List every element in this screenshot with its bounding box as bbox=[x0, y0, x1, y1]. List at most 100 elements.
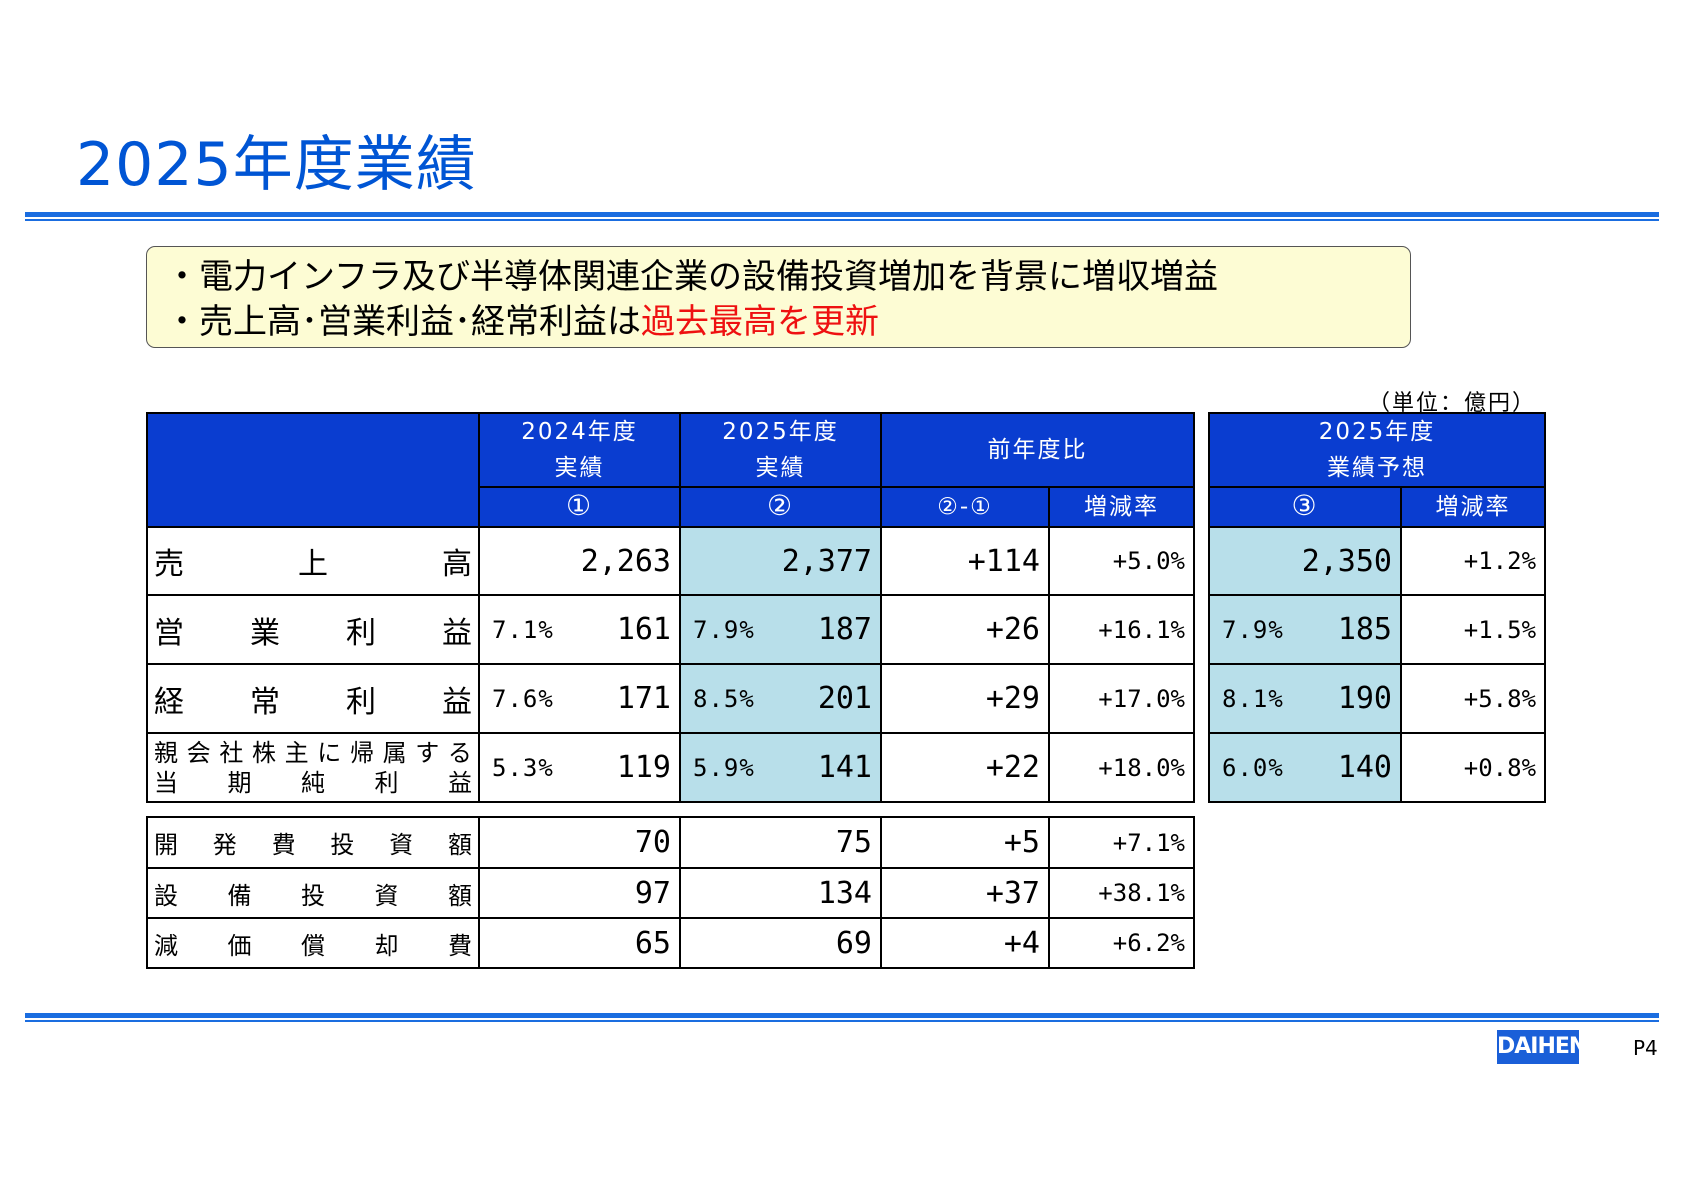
row-label-char: 益 bbox=[442, 684, 472, 720]
row-label-ordinary-profit: 経常利益 bbox=[146, 663, 480, 734]
table-row: 7.9% 185 +1.5% bbox=[1208, 594, 1547, 665]
summary-line-1: ・電力インフラ及び半導体関連企業の設備投資増加を背景に増収増益 bbox=[165, 257, 1218, 297]
amount-value: 190 bbox=[1337, 681, 1392, 716]
margin-value: 7.1% bbox=[492, 615, 554, 644]
row-label-char: 高 bbox=[442, 547, 472, 582]
cell-diff: +22 bbox=[880, 732, 1050, 803]
mark-1: ① bbox=[565, 489, 594, 522]
table-row: 6.0% 140 +0.8% bbox=[1208, 732, 1547, 803]
header-yoy-diff: ②-① bbox=[880, 486, 1050, 528]
title-divider-thin bbox=[25, 219, 1659, 221]
cell-forecast-rate: +0.8% bbox=[1399, 732, 1547, 803]
margin-value: 5.3% bbox=[492, 753, 554, 782]
margin-value: 5.9% bbox=[693, 753, 755, 782]
margin-value: 7.9% bbox=[693, 615, 755, 644]
table-row: 設 備 投 資 額 97 134 +37 +38.1% bbox=[146, 867, 1195, 919]
cell-rate: +17.0% bbox=[1048, 663, 1195, 734]
header-fy2025: 2025年度 実績 bbox=[679, 412, 882, 488]
row-label-char: 額 bbox=[447, 831, 472, 859]
forecast-table: 2025年度 業績予想 ③ 増減率 2,350 +1.2% 7.9% 185 +1.… bbox=[1207, 412, 1547, 803]
page-title: 2025年度業績 bbox=[76, 130, 477, 200]
header-fy2025-mark: ② bbox=[679, 487, 882, 528]
cell-forecast-rate: +1.2% bbox=[1399, 526, 1547, 596]
row-label-char: 上 bbox=[298, 547, 328, 582]
footer-divider-thin bbox=[25, 1020, 1659, 1022]
margin-value: 7.6% bbox=[492, 684, 554, 713]
row-label-char: 会 bbox=[186, 738, 211, 767]
cell-forecast: 2,350 bbox=[1208, 526, 1402, 596]
cell-fy2025: 75 bbox=[679, 816, 882, 869]
cell-fy2024: 97 bbox=[478, 867, 681, 919]
row-label-char: 主 bbox=[284, 738, 309, 767]
cell-diff: +26 bbox=[880, 594, 1050, 665]
table-row: 開 発 費 投 資 額 70 75 +5 +7.1% bbox=[146, 816, 1195, 869]
cell-rate: +18.0% bbox=[1048, 732, 1195, 803]
cell-forecast: 6.0% 140 bbox=[1208, 732, 1402, 803]
cell-fy2024: 65 bbox=[478, 917, 681, 969]
row-label-char: 利 bbox=[346, 684, 376, 720]
cell-diff: +37 bbox=[880, 867, 1050, 919]
row-label-char: 開 bbox=[154, 831, 178, 859]
header-forecast: 2025年度 業績予想 bbox=[1207, 412, 1547, 488]
row-label-char: 当 bbox=[154, 768, 178, 797]
cell-fy2024: 70 bbox=[478, 816, 681, 869]
cell-rate: +5.0% bbox=[1048, 526, 1195, 596]
header-forecast-year: 2025年度 bbox=[1318, 419, 1436, 445]
cell-forecast: 8.1% 190 bbox=[1208, 663, 1402, 734]
row-label-char: 帰 bbox=[349, 738, 374, 767]
row-label-char: 減 bbox=[154, 931, 178, 960]
row-label-net-income: 親会社株主に帰属する 当 期 純 利 益 bbox=[146, 732, 480, 803]
table-row: 減 価 償 却 費 65 69 +4 +6.2% bbox=[146, 917, 1195, 969]
row-label-char: 営 bbox=[154, 615, 184, 651]
cell-rate: +7.1% bbox=[1048, 816, 1195, 869]
cell-diff: +5 bbox=[880, 816, 1050, 869]
margin-value: 8.1% bbox=[1222, 684, 1284, 713]
row-label-char: す bbox=[415, 738, 440, 767]
table-row: 2,350 +1.2% bbox=[1208, 526, 1547, 596]
row-label-char: 経 bbox=[154, 684, 184, 720]
amount-value: 161 bbox=[616, 612, 671, 647]
results-table: 2024年度 実績 2025年度 実績 前年度比 ① ② ②-① 増減率 売 上 高 2… bbox=[146, 412, 1195, 803]
header-forecast-rate: 増減率 bbox=[1399, 486, 1547, 528]
cell-diff: +114 bbox=[880, 526, 1050, 596]
cell-fy2024: 5.3% 119 bbox=[478, 732, 681, 803]
summary-line-2-text: ・売上高･営業利益･経常利益は bbox=[165, 302, 641, 342]
cell-forecast-rate: +1.5% bbox=[1399, 594, 1547, 665]
header-fy2024-mark: ① bbox=[478, 487, 681, 528]
cell-fy2025: 8.5% 201 bbox=[679, 663, 882, 734]
table-row: 親会社株主に帰属する 当 期 純 利 益 5.3% 119 5.9% 141 +22 +18… bbox=[146, 732, 1195, 803]
cell-rate: +6.2% bbox=[1048, 917, 1195, 969]
row-label-char: 費 bbox=[271, 831, 296, 859]
amount-value: 201 bbox=[817, 681, 872, 716]
row-label-char: 益 bbox=[442, 615, 472, 651]
amount-value: 171 bbox=[616, 681, 671, 716]
cell-fy2025: 7.9% 187 bbox=[679, 594, 882, 665]
row-label-char: 資 bbox=[389, 831, 414, 859]
row-label-char: 投 bbox=[330, 831, 355, 859]
row-label-char: 投 bbox=[301, 881, 325, 910]
summary-highlight: 過去最高を更新 bbox=[641, 302, 879, 342]
amount-value: 187 bbox=[817, 612, 872, 647]
cell-fy2025: 134 bbox=[679, 867, 882, 919]
row-label-char: 社 bbox=[219, 738, 244, 767]
investment-table: 開発費投資額 70 75 +5 +7.1% 設備投資額 97 134 +37 +… bbox=[146, 816, 1195, 969]
header-yoy-rate: 増減率 bbox=[1048, 486, 1195, 528]
row-label-char: 利 bbox=[374, 768, 399, 797]
row-label-capex: 設備投資額 bbox=[146, 867, 480, 919]
cell-diff: +29 bbox=[880, 663, 1050, 734]
table-row: 売 上 高 2,263 2,377 +114 +5.0% bbox=[146, 526, 1195, 596]
summary-line-2: ・売上高･営業利益･経常利益は過去最高を更新 bbox=[165, 300, 1410, 345]
cell-rate: +16.1% bbox=[1048, 594, 1195, 665]
row-label-char: 業 bbox=[250, 615, 280, 651]
header-forecast-mark: ③ bbox=[1208, 486, 1402, 528]
row-label-char: 発 bbox=[212, 831, 237, 859]
row-label-line-2: 当期純利益 bbox=[154, 768, 472, 798]
cell-fy2024: 2,263 bbox=[478, 526, 681, 596]
unit-label: （単位：億円） bbox=[1368, 391, 1537, 416]
cell-forecast-rate: +5.8% bbox=[1399, 663, 1547, 734]
row-label-char: 資 bbox=[374, 881, 399, 910]
row-label-char: 常 bbox=[250, 684, 280, 720]
header-fy2025-type: 実績 bbox=[755, 455, 806, 481]
table-row: 営 業 利 益 7.1% 161 7.9% 187 +26 +16.1% bbox=[146, 594, 1195, 665]
table-row: 8.1% 190 +5.8% bbox=[1208, 663, 1547, 734]
